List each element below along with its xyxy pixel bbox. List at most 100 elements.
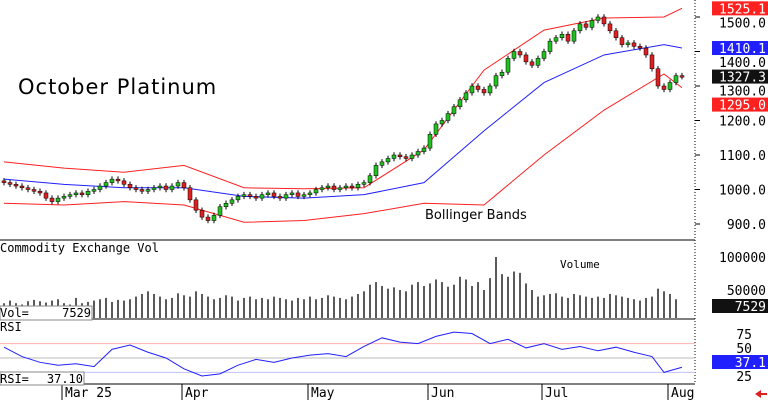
volume-tick-label: 50000 xyxy=(727,284,766,299)
price-tag xyxy=(712,41,768,56)
candle xyxy=(523,52,529,65)
candle xyxy=(655,65,661,89)
candle xyxy=(43,190,49,201)
candle xyxy=(295,190,301,200)
date-label: Mar 25 xyxy=(65,386,112,400)
candle xyxy=(637,43,643,51)
candle xyxy=(451,103,457,117)
candle xyxy=(319,185,325,193)
candle-body xyxy=(655,68,661,87)
candle xyxy=(583,21,589,31)
candle xyxy=(283,191,289,201)
price-tag xyxy=(712,69,768,84)
candle xyxy=(367,172,373,186)
candle-body xyxy=(439,120,445,125)
candle-body xyxy=(211,215,217,221)
candle-body xyxy=(409,154,415,159)
candle-body xyxy=(379,161,385,166)
candle xyxy=(337,185,343,193)
candle xyxy=(643,45,649,58)
candle xyxy=(571,28,577,44)
rsi-tick-label: 25 xyxy=(736,370,752,385)
candle-body xyxy=(451,106,457,114)
candle xyxy=(241,191,247,200)
red-left-arrow-icon[interactable] xyxy=(755,390,767,398)
candle xyxy=(397,152,403,160)
candle-body xyxy=(565,34,571,42)
bollinger-label: Bollinger Bands xyxy=(425,208,527,223)
candle-body xyxy=(373,165,379,176)
candle xyxy=(553,34,559,44)
candle-body xyxy=(535,58,541,66)
candle-body xyxy=(115,178,121,182)
candles xyxy=(1,14,685,224)
candle xyxy=(619,34,625,48)
candle xyxy=(61,193,67,201)
candle-body xyxy=(337,187,343,190)
candle xyxy=(235,193,241,203)
date-label: Apr xyxy=(185,386,209,400)
candle xyxy=(289,190,295,198)
candle xyxy=(217,203,223,219)
candle-body xyxy=(235,196,241,201)
candle-body xyxy=(403,156,409,159)
date-label: Jul xyxy=(545,386,568,400)
candle-body xyxy=(247,194,253,197)
candle xyxy=(391,152,397,162)
volume-tag-label: 7529 xyxy=(735,300,766,315)
candle xyxy=(433,121,439,138)
candle-body xyxy=(493,75,499,87)
rsi-tag xyxy=(712,355,768,369)
candle xyxy=(301,191,307,200)
candle xyxy=(421,145,427,155)
candle-body xyxy=(37,190,43,194)
candle xyxy=(163,183,169,193)
candle-body xyxy=(19,185,25,189)
candle-body xyxy=(1,180,7,183)
candle-body xyxy=(91,189,97,192)
candle xyxy=(499,69,505,79)
candle-body xyxy=(157,185,163,189)
volume-readout-box xyxy=(0,305,93,321)
date-label: May xyxy=(311,386,335,400)
price-tag-label: 1410.1 xyxy=(719,42,766,57)
candle-body xyxy=(487,85,493,94)
price-tick-label: 1200.0 xyxy=(719,115,766,130)
candle-body xyxy=(109,178,115,183)
candle xyxy=(265,190,271,198)
candle-body xyxy=(577,23,583,32)
candle xyxy=(13,181,19,189)
candle-body xyxy=(295,192,301,197)
price-tick-label: 900.0 xyxy=(727,218,766,233)
candle xyxy=(631,40,637,50)
candle-body xyxy=(13,184,19,187)
candle xyxy=(469,83,475,96)
candle-body xyxy=(169,185,175,190)
price-tick-label: 1500.0 xyxy=(719,16,766,31)
candle xyxy=(223,200,229,210)
candle-body xyxy=(73,192,79,195)
candle xyxy=(427,131,433,151)
price-tick-label: 1100.0 xyxy=(719,149,766,164)
candle xyxy=(379,159,385,169)
candle xyxy=(145,186,151,194)
candle-body xyxy=(553,37,559,42)
candle-body xyxy=(199,209,205,218)
candle-body xyxy=(583,23,589,28)
candle xyxy=(541,48,547,62)
candle-body xyxy=(43,192,49,199)
candle xyxy=(121,178,127,188)
candle xyxy=(445,110,451,124)
candle-body xyxy=(433,123,439,135)
candle-body xyxy=(589,20,595,28)
candle-body xyxy=(133,187,139,190)
candle-body xyxy=(631,42,637,47)
candle-body xyxy=(421,147,427,152)
candle-body xyxy=(397,154,403,157)
price-tag xyxy=(712,97,768,112)
candle xyxy=(25,185,31,193)
price-tag-label: 1525.1 xyxy=(719,2,766,17)
chart-title: October Platinum xyxy=(18,75,217,99)
candle xyxy=(673,72,679,86)
